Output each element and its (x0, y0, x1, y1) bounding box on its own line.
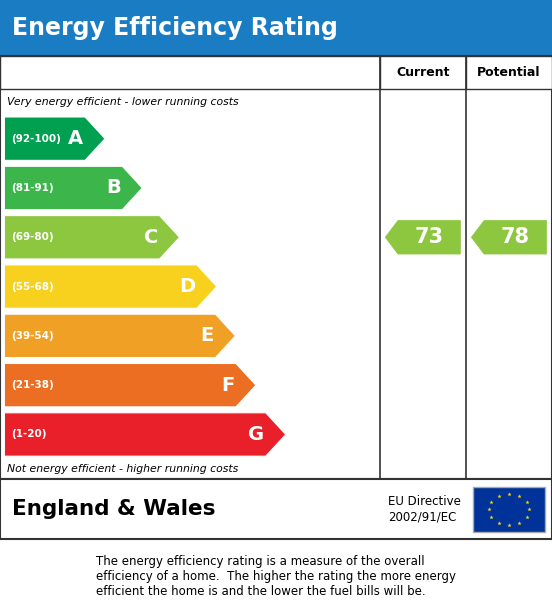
Bar (0, 479, 552, 539)
Text: Energy Efficiency Rating: Energy Efficiency Rating (12, 16, 338, 40)
Text: England & Wales: England & Wales (12, 500, 216, 519)
Text: Not energy efficient - higher running costs: Not energy efficient - higher running co… (7, 464, 238, 474)
Text: E: E (200, 326, 214, 345)
Text: 73: 73 (415, 227, 444, 247)
Polygon shape (4, 216, 179, 259)
Polygon shape (471, 221, 546, 254)
Bar (0, 56, 552, 479)
Text: (81-91): (81-91) (11, 183, 54, 193)
Text: (21-38): (21-38) (11, 380, 54, 390)
Text: G: G (248, 425, 264, 444)
Text: Potential: Potential (477, 66, 541, 80)
Text: D: D (179, 277, 195, 296)
Text: EU Directive
2002/91/EC: EU Directive 2002/91/EC (388, 495, 461, 524)
Bar (380, 56, 466, 89)
Polygon shape (4, 117, 105, 161)
Text: (92-100): (92-100) (11, 134, 61, 143)
Text: (39-54): (39-54) (11, 331, 54, 341)
Text: The energy efficiency rating is a measure of the overall
efficiency of a home.  : The energy efficiency rating is a measur… (96, 555, 456, 598)
Text: 78: 78 (501, 227, 530, 247)
Text: (69-80): (69-80) (11, 232, 54, 242)
Polygon shape (4, 314, 235, 357)
Polygon shape (4, 364, 256, 407)
Bar (0, 0, 552, 56)
Polygon shape (4, 265, 217, 308)
Bar (466, 56, 552, 89)
Polygon shape (385, 221, 460, 254)
Text: B: B (106, 178, 121, 197)
Text: Current: Current (396, 66, 449, 80)
Polygon shape (4, 166, 142, 210)
Text: C: C (144, 228, 158, 247)
Text: (1-20): (1-20) (11, 430, 46, 440)
Polygon shape (4, 413, 286, 456)
Text: Very energy efficient - lower running costs: Very energy efficient - lower running co… (7, 97, 238, 107)
Bar (473, 487, 545, 532)
Text: (55-68): (55-68) (11, 281, 54, 292)
Text: F: F (221, 376, 234, 395)
Text: A: A (68, 129, 83, 148)
Bar (0, 56, 380, 89)
